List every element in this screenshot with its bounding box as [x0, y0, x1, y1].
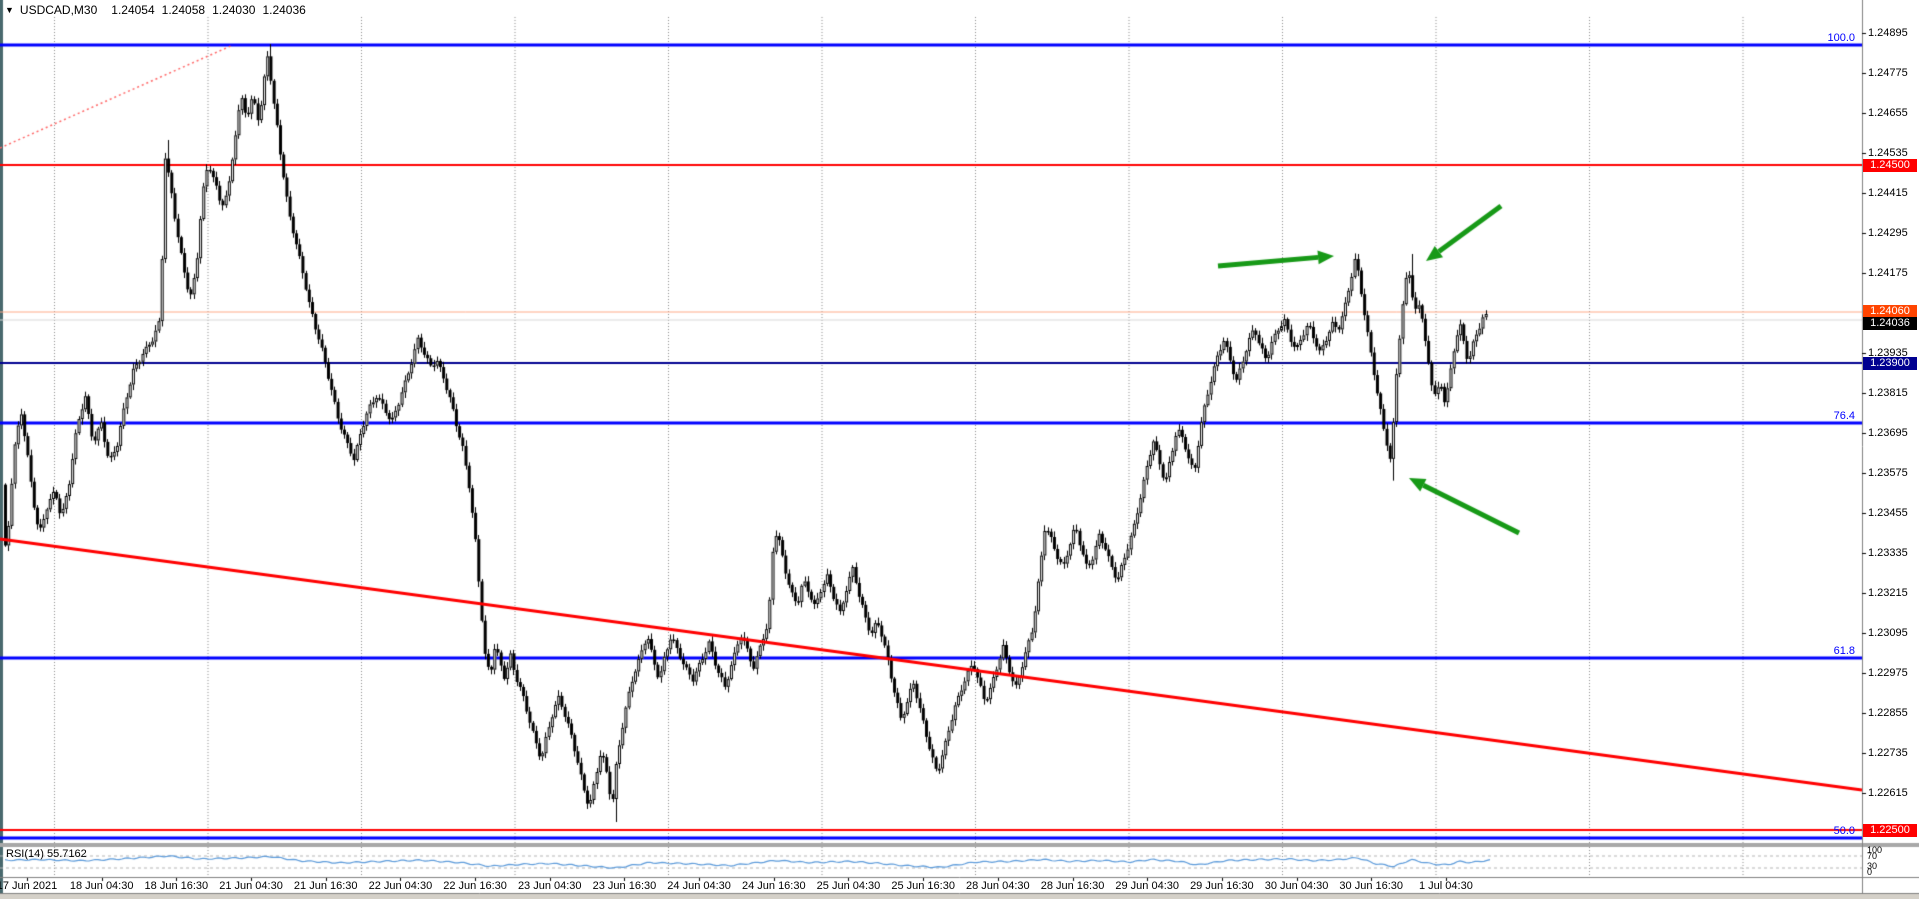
time-axis-label: 25 Jun 04:30	[816, 880, 881, 892]
symbol-dropdown-icon[interactable]: ▼	[5, 4, 14, 15]
price-axis-label: 1.23575	[1868, 467, 1908, 479]
price-axis-label: 1.23455	[1868, 507, 1908, 519]
price-axis-label: 1.23335	[1868, 547, 1908, 559]
rsi-indicator-label: RSI(14) 55.7162	[6, 848, 87, 860]
rsi-scale-label: 70	[1867, 851, 1878, 861]
ohlc-info-bar: ▼ USDCAD,M30 1.24054 1.24058 1.24030 1.2…	[5, 2, 313, 17]
time-axis-label: 22 Jun 16:30	[443, 880, 507, 892]
time-axis-label: 18 Jun 04:30	[69, 880, 134, 892]
price-axis-label: 1.24655	[1868, 107, 1908, 119]
time-axis-label: 1 Jul 04:30	[1418, 880, 1473, 892]
time-axis-label: 17 Jun 2021	[0, 880, 58, 892]
price-badge: 1.24036	[1863, 317, 1917, 330]
price-axis-label: 1.22615	[1868, 787, 1908, 799]
rsi-scale-label: 100	[1867, 845, 1883, 855]
price-badge: 1.24060	[1863, 305, 1917, 318]
price-badge: 1.22500	[1863, 824, 1917, 837]
price-axis-label: 1.22735	[1868, 747, 1908, 759]
price-axis-label: 1.24295	[1868, 227, 1908, 239]
price-axis-label: 1.23935	[1868, 347, 1908, 359]
price-axis-label: 1.23095	[1868, 627, 1908, 639]
time-axis-label: 22 Jun 04:30	[368, 880, 433, 892]
rsi-scale-label: 30	[1867, 861, 1878, 871]
time-axis-label: 23 Jun 16:30	[592, 880, 657, 892]
fib-level-label: 61.8	[1833, 645, 1855, 657]
time-axis[interactable]	[0, 877, 1919, 893]
open-value: 1.24054	[111, 2, 155, 17]
price-badge: 1.24500	[1863, 159, 1917, 172]
time-axis-label: 18 Jun 16:30	[144, 880, 209, 892]
time-axis-label: 29 Jun 16:30	[1190, 880, 1254, 892]
price-axis-label: 1.22975	[1868, 667, 1908, 679]
price-axis-label: 1.23695	[1868, 427, 1908, 439]
time-axis-label: 28 Jun 16:30	[1040, 880, 1105, 892]
price-axis-label: 1.24895	[1868, 27, 1908, 39]
time-axis-label: 28 Jun 04:30	[966, 880, 1030, 892]
time-axis-label: 23 Jun 04:30	[517, 880, 582, 892]
rsi-scale-label: 0	[1867, 867, 1873, 877]
rsi-name: RSI(14)	[6, 848, 44, 860]
time-axis-label: 30 Jun 04:30	[1264, 880, 1329, 892]
time-axis-label: 21 Jun 04:30	[219, 880, 283, 892]
price-axis-label: 1.23815	[1868, 387, 1908, 399]
rsi-value: 55.7162	[46, 848, 87, 860]
fib-level-label: 50.0	[1833, 825, 1855, 837]
close-value: 1.24036	[262, 2, 306, 17]
price-axis-label: 1.24175	[1868, 267, 1908, 279]
time-axis-label: 29 Jun 04:30	[1115, 880, 1179, 892]
time-axis-label: 21 Jun 16:30	[293, 880, 358, 892]
time-axis-label: 24 Jun 16:30	[741, 880, 806, 892]
fib-level-label: 100.0	[1827, 32, 1855, 44]
price-axis-label: 1.23215	[1868, 587, 1908, 599]
fib-level-label: 76.4	[1833, 410, 1855, 422]
time-axis-label: 25 Jun 16:30	[891, 880, 955, 892]
price-axis-label: 1.24415	[1868, 187, 1908, 199]
high-value: 1.24058	[161, 2, 206, 17]
symbol-timeframe-label: USDCAD,M30	[19, 2, 98, 17]
price-axis-label: 1.24775	[1868, 67, 1908, 79]
low-value: 1.24030	[212, 2, 256, 17]
price-badge: 1.23900	[1863, 357, 1917, 370]
price-axis-label: 1.24535	[1868, 147, 1908, 159]
time-axis-label: 30 Jun 16:30	[1339, 880, 1404, 892]
price-axis-label: 1.22855	[1868, 707, 1908, 719]
time-axis-label: 24 Jun 04:30	[667, 880, 731, 892]
